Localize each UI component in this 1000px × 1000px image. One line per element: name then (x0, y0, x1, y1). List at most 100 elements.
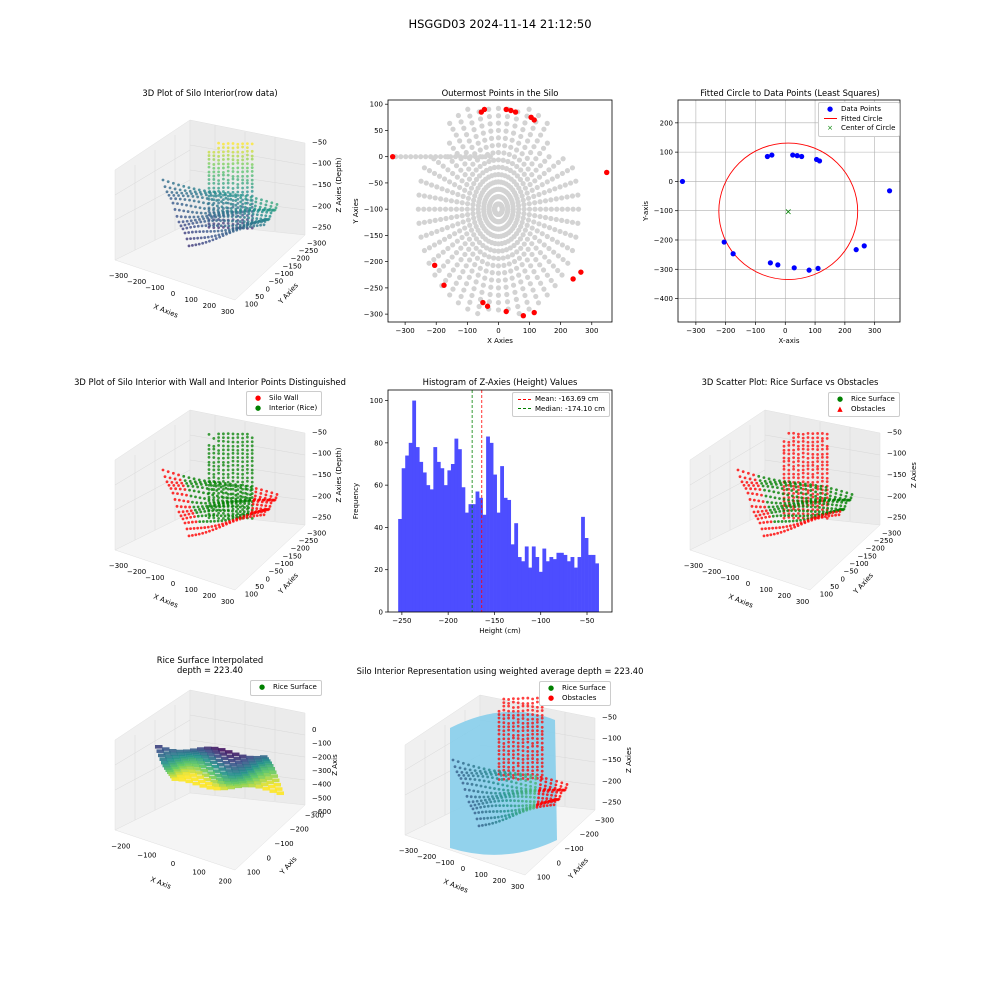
interior-point (241, 500, 245, 503)
raw-point (226, 215, 230, 218)
outermost-point (508, 107, 514, 114)
wall-or-interior-point (181, 517, 185, 521)
wall-or-interior-point (252, 499, 255, 503)
obstacle-point (801, 447, 805, 451)
histogram-bar (588, 554, 592, 612)
obstacle-point (806, 484, 810, 488)
interior-point (477, 154, 483, 160)
obstacle-point (787, 452, 791, 456)
y-axis-label: Y Axis (278, 855, 299, 877)
wall-or-interior-point (238, 510, 242, 513)
rice-or-obstacle-point (490, 795, 494, 798)
obstacle-point (806, 448, 810, 451)
y-tick-label: −250 (299, 247, 318, 255)
interior-point (503, 128, 509, 134)
rice-or-obstacle-point (559, 784, 563, 788)
wall-or-interior-point (190, 482, 193, 486)
obstacle-point (502, 742, 506, 745)
raw-point (212, 170, 216, 174)
x-tick-label: −150 (485, 617, 504, 625)
interior-point (457, 228, 463, 234)
raw-point (183, 198, 187, 201)
raw-point (186, 210, 190, 213)
rice-or-obstacle-point (505, 784, 509, 788)
rice-or-obstacle-point (467, 774, 470, 777)
interior-point (562, 182, 568, 188)
wall-or-interior-point (194, 520, 198, 524)
raw-point (215, 219, 218, 222)
raw-point (191, 243, 194, 247)
obstacle-point (502, 748, 506, 752)
interior-point (231, 479, 235, 483)
z-tick-label: −100 (312, 450, 331, 458)
interior-point (575, 220, 581, 226)
interior-point (552, 226, 558, 233)
interior-point (450, 267, 456, 273)
wall-or-interior-point (187, 512, 191, 516)
interior-point (505, 158, 511, 165)
y-tick-label: −100 (654, 207, 673, 215)
raw-point (226, 169, 230, 173)
interior-point (415, 206, 421, 212)
surface-patch (253, 755, 261, 760)
wall-or-interior-point (210, 506, 214, 509)
raw-point (217, 182, 220, 186)
rice-or-obstacle-point (476, 790, 480, 793)
rice-or-obstacle-point (479, 805, 483, 809)
rice-or-obstacle-point (773, 520, 777, 524)
raw-point (208, 224, 212, 227)
interior-point (504, 291, 510, 298)
raw-point (222, 150, 225, 154)
wall-or-interior-point (243, 506, 246, 509)
obstacle-point (531, 717, 534, 721)
interior-point (472, 219, 478, 226)
rice-or-obstacle-point (560, 781, 564, 785)
wall-or-interior-point (171, 491, 175, 495)
interior-point (542, 158, 548, 164)
interior-point (522, 120, 528, 126)
x-tick-label: 300 (585, 327, 598, 335)
raw-point (217, 173, 220, 177)
interior-point (217, 432, 220, 436)
y-tick-label: 200 (660, 119, 673, 127)
data-point (815, 265, 821, 272)
wall-or-interior-point (210, 488, 214, 491)
interior-point (483, 268, 489, 274)
rice-or-obstacle-point (796, 499, 799, 503)
rice-or-obstacle-point (753, 487, 757, 491)
y-tick-label: 0 (379, 609, 383, 617)
wall-or-interior-point (204, 483, 208, 487)
rice-or-obstacle-point (771, 526, 775, 530)
wall-or-interior-point (222, 505, 226, 508)
rice-or-obstacle-point (805, 502, 809, 505)
interior-point (511, 170, 517, 176)
obstacle-point (806, 461, 810, 464)
raw-point (214, 215, 218, 219)
raw-point (241, 178, 245, 182)
interior-point (447, 292, 453, 298)
raw-point (241, 190, 245, 194)
interior-point (488, 277, 495, 283)
raw-point (223, 219, 226, 223)
rice-or-obstacle-point (757, 474, 761, 478)
raw-point (187, 231, 191, 234)
rice-or-obstacle-point (814, 501, 817, 505)
raw-point (209, 229, 213, 233)
rice-or-obstacle-point (831, 511, 835, 514)
rice-or-obstacle-point (756, 517, 760, 521)
rice-or-obstacle-point (524, 773, 527, 777)
silo-cylinder (450, 711, 557, 855)
raw-point (216, 229, 220, 233)
surface-patch (174, 769, 182, 773)
raw-point (260, 220, 263, 224)
hist-title: Histogram of Z-Axies (Height) Values (422, 377, 578, 387)
outermost-point (484, 303, 491, 309)
interior-point (236, 456, 240, 459)
raw-point (249, 195, 253, 199)
interior-point (527, 181, 533, 188)
surface-patch (239, 769, 247, 774)
surface-patch (270, 774, 278, 778)
obstacle-point (540, 716, 544, 720)
rice-or-obstacle-point (769, 533, 773, 537)
interior-point (517, 236, 524, 242)
